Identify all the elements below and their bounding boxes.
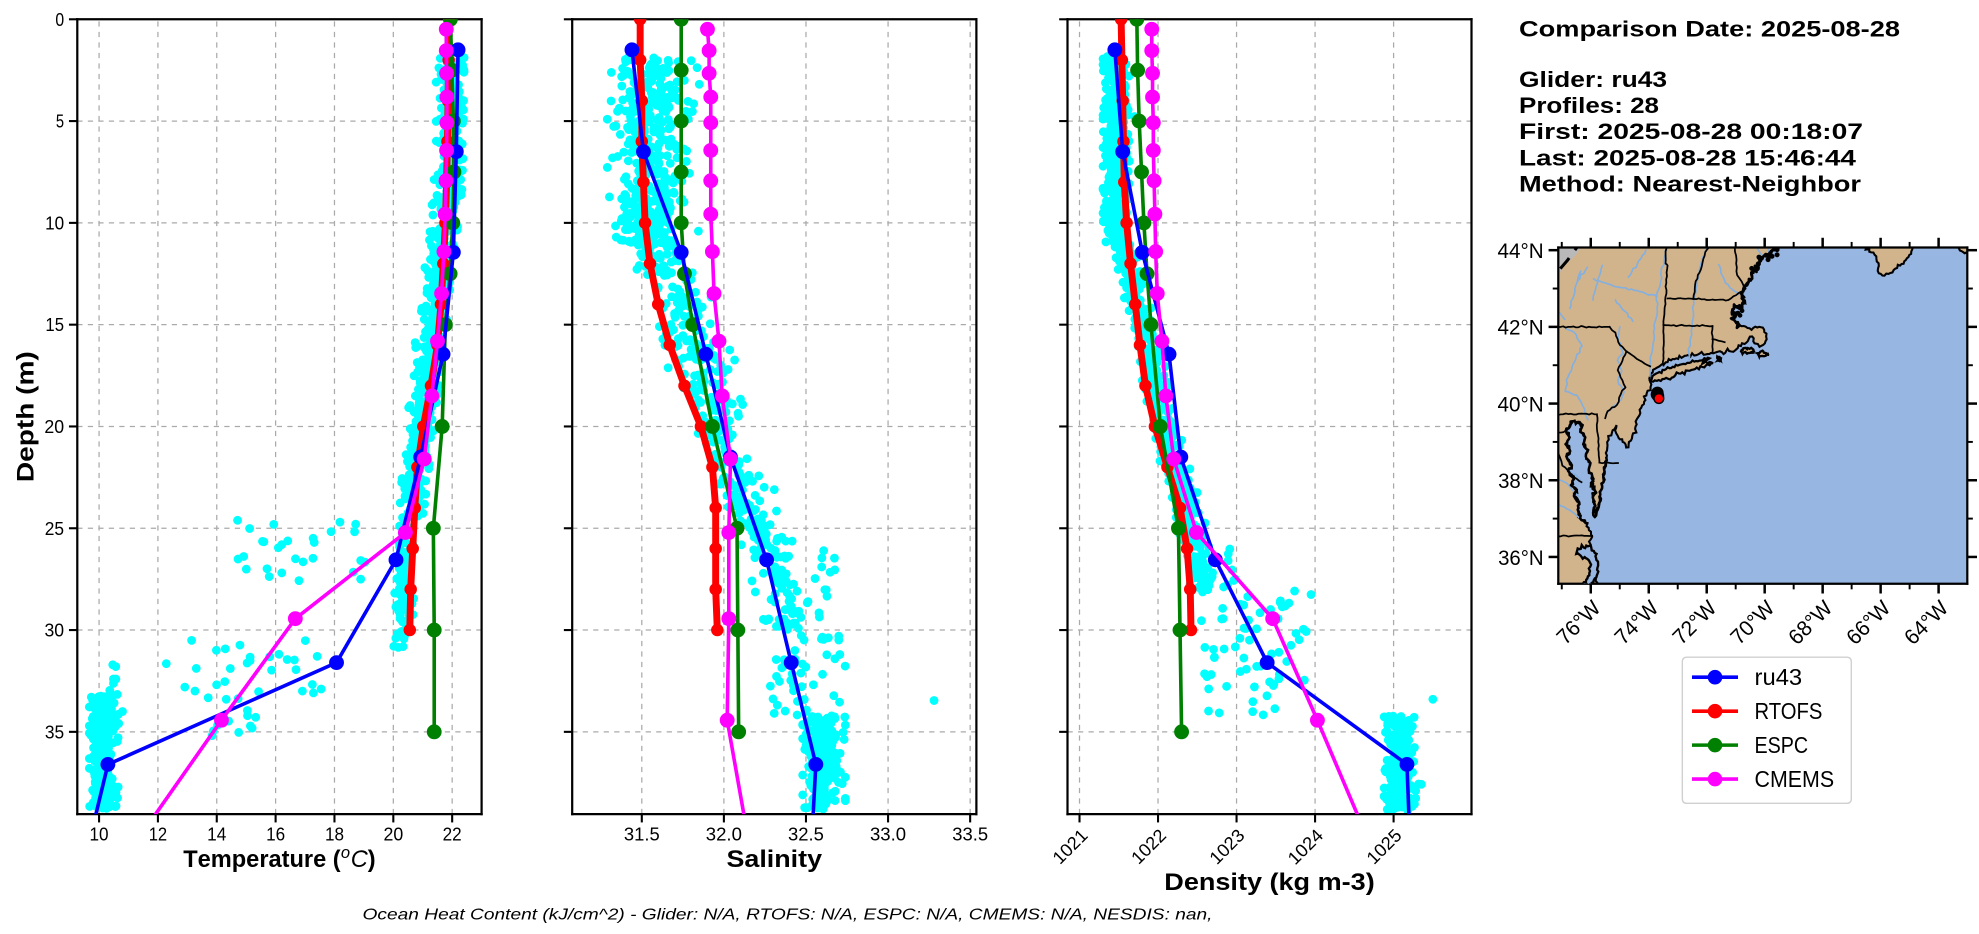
svg-text:38°N: 38°N (1498, 469, 1544, 493)
svg-text:18: 18 (325, 824, 344, 844)
svg-text:40°N: 40°N (1498, 392, 1544, 416)
svg-text:Profiles: 28: Profiles: 28 (1519, 93, 1659, 118)
svg-text:20: 20 (44, 417, 64, 437)
svg-text:14: 14 (207, 824, 226, 844)
svg-text:T e m p: T e m p e r a t u r e ( ) o C (183, 838, 382, 873)
svg-text:CMEMS: CMEMS (1755, 766, 1835, 792)
svg-text:Density (kg m-3): Density (kg m-3) (1164, 870, 1374, 896)
svg-text:ru43: ru43 (1755, 664, 1803, 690)
svg-text:10: 10 (45, 213, 64, 233)
svg-text:0: 0 (55, 10, 64, 30)
svg-text:First: 2025-08-28 00:18:07: First: 2025-08-28 00:18:07 (1519, 119, 1863, 144)
svg-text:30: 30 (44, 621, 64, 641)
svg-text:16: 16 (266, 824, 285, 844)
svg-text:Last: 2025-08-28 15:46:44: Last: 2025-08-28 15:46:44 (1519, 145, 1857, 170)
svg-text:42°N: 42°N (1498, 316, 1544, 340)
svg-text:Salinity: Salinity (726, 847, 822, 873)
svg-text:44°N: 44°N (1498, 239, 1544, 263)
svg-text:36°N: 36°N (1498, 546, 1544, 570)
svg-text:32.5: 32.5 (788, 824, 824, 844)
svg-text:33.0: 33.0 (870, 824, 906, 844)
svg-text:RTOFS: RTOFS (1755, 698, 1823, 724)
svg-text:35: 35 (45, 722, 64, 742)
svg-text:12: 12 (149, 824, 167, 844)
svg-text:31.5: 31.5 (624, 824, 660, 844)
svg-text:20: 20 (383, 824, 403, 844)
svg-text:Ocean Heat Content (kJ/cm^2) -: Ocean Heat Content (kJ/cm^2) - Glider: N… (363, 907, 1213, 924)
svg-text:ESPC: ESPC (1755, 732, 1809, 758)
svg-text:10: 10 (90, 824, 109, 844)
svg-text:15: 15 (45, 315, 64, 335)
svg-text:32.0: 32.0 (706, 824, 742, 844)
svg-text:33.5: 33.5 (952, 824, 988, 844)
svg-text:Glider: ru43: Glider: ru43 (1519, 67, 1667, 92)
svg-text:22: 22 (443, 824, 462, 844)
svg-text:5: 5 (56, 112, 64, 132)
svg-text:Comparison Date: 2025-08-28: Comparison Date: 2025-08-28 (1519, 17, 1900, 42)
svg-text:25: 25 (45, 519, 64, 539)
svg-text:Method: Nearest-Neighbor: Method: Nearest-Neighbor (1519, 172, 1861, 197)
svg-text:Depth (m): Depth (m) (14, 351, 40, 482)
